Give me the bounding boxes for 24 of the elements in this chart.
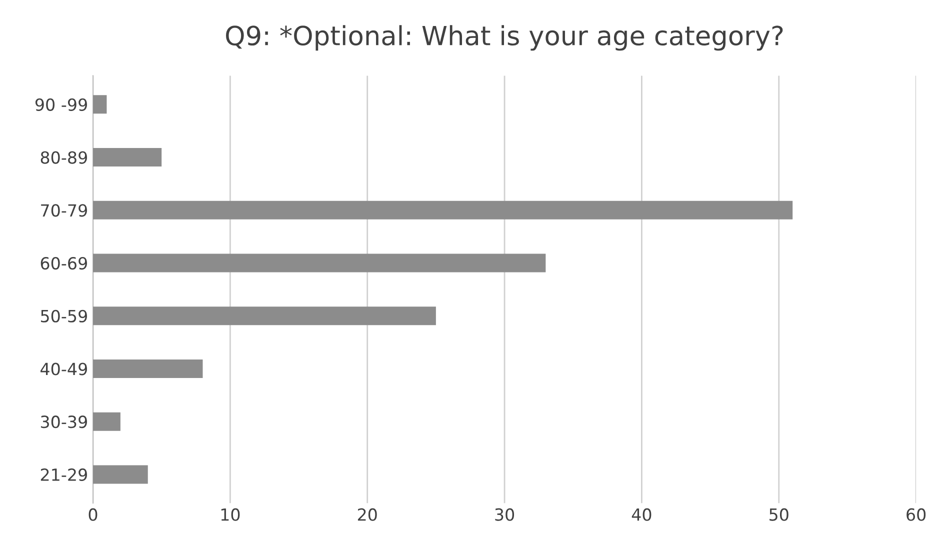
bar <box>93 412 120 431</box>
bar <box>93 306 436 326</box>
x-tick-label: 30 <box>495 508 514 521</box>
bar <box>93 148 162 167</box>
y-tick-label: 60-69 <box>40 256 87 270</box>
y-tick-label: 21-29 <box>40 468 87 482</box>
x-tick-label: 20 <box>358 508 377 521</box>
y-tick-label: 50-59 <box>40 310 87 322</box>
y-tick-label: 80-89 <box>40 151 87 164</box>
chart-title: Q9: *Optional: What is your age category? <box>226 25 783 51</box>
y-tick-label: 70-79 <box>41 204 87 217</box>
x-tick-label: 60 <box>906 508 926 521</box>
y-tick-label: 40-49 <box>40 362 87 376</box>
bar <box>93 254 546 272</box>
x-tick-label: 40 <box>632 508 652 521</box>
x-tick-label: 10 <box>221 508 240 521</box>
bar <box>93 465 148 484</box>
bar <box>93 95 107 114</box>
y-tick-label: 30-39 <box>40 416 87 428</box>
x-tick-label: 0 <box>88 508 98 521</box>
x-tick-label: 50 <box>770 508 788 521</box>
bar <box>93 200 793 220</box>
bar <box>93 359 203 378</box>
y-tick-label: 90 -99 <box>35 98 87 111</box>
